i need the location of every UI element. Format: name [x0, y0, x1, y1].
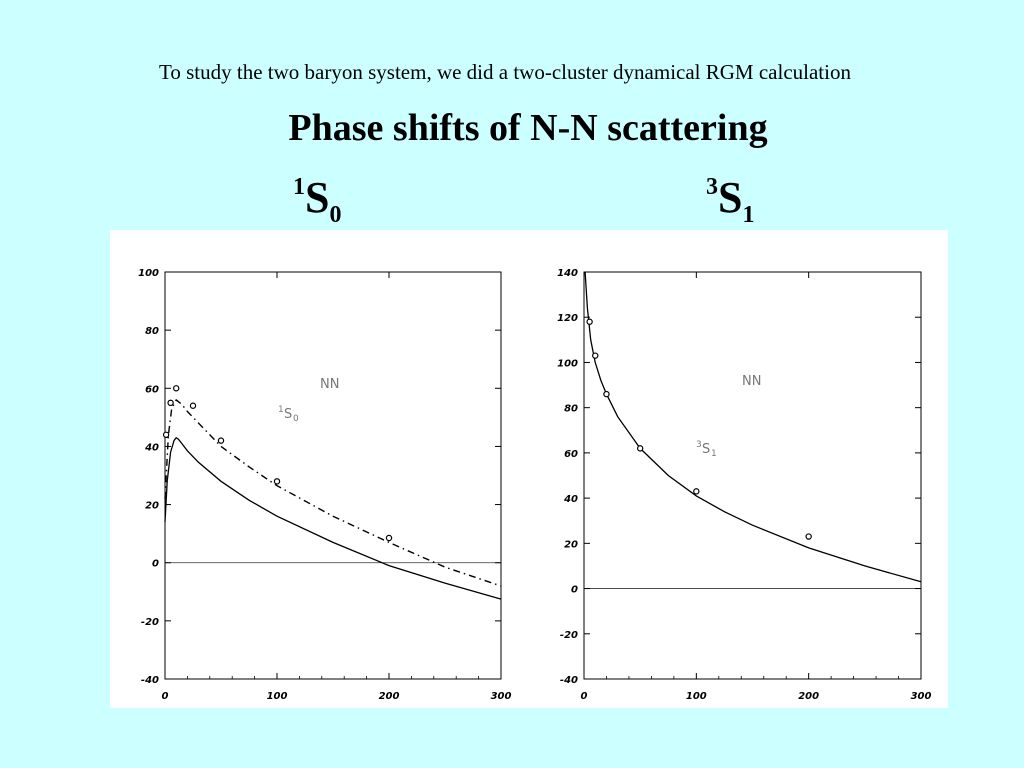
- chart2-data-point: [603, 390, 610, 398]
- chart1-y-tick-label: 60: [145, 384, 159, 395]
- chart2-data-point: [805, 533, 812, 540]
- chart1-annotation-main: S: [284, 407, 292, 422]
- chart1-frame: [164, 271, 502, 680]
- chart2-y-tick-label: 140: [557, 268, 578, 279]
- chart1-y-tick-label: 40: [144, 442, 159, 453]
- chart2-solid-curve: [584, 271, 922, 583]
- left-label-sub: 0: [329, 202, 342, 228]
- chart2-annotation-main: S: [702, 442, 710, 457]
- left-label-sup: 1: [293, 174, 305, 200]
- chart2-y-tick-label: 80: [564, 404, 578, 415]
- chart2-y-tick-label: 40: [563, 494, 578, 505]
- chart1-data-point: [189, 402, 197, 409]
- chart2-y-tick-label: -20: [560, 630, 578, 641]
- chart1-y-tick-label: 100: [138, 268, 159, 279]
- chart2-annotation-sup: 3: [696, 440, 702, 450]
- right-label-sup: 3: [706, 174, 718, 200]
- chart2-data-point: [592, 352, 599, 359]
- chart2-annotation-sub: 1: [711, 449, 717, 459]
- chart2-frame: [583, 271, 922, 680]
- chart1-y-tick-label: 80: [145, 326, 159, 337]
- chart1-x-tick-label: 100: [267, 691, 288, 702]
- chart2-x-tick-label: 100: [686, 691, 707, 702]
- chart2-y-tick-label: 0: [571, 585, 578, 596]
- intro-text: To study the two baryon system, we did a…: [159, 60, 851, 84]
- chart1-y-tick-label: 20: [145, 501, 159, 512]
- chart2-data-point: [693, 488, 700, 495]
- chart1-y-tick-label: -40: [141, 675, 159, 686]
- chart1-dashdot-curve: [164, 398, 502, 587]
- chart1-data-point: [162, 431, 170, 438]
- chart2-y-tick-label: 100: [557, 358, 578, 369]
- chart1-x-tick-label: 300: [491, 691, 512, 702]
- left-chart-label: 1S0: [293, 172, 341, 229]
- chart1-data-point: [273, 478, 281, 485]
- chart1-y-tick-label: 0: [152, 559, 159, 570]
- chart1-annotation-sup: 1: [278, 405, 284, 415]
- chart1-annotation-nn: NN: [320, 377, 339, 392]
- chart1-annotation-sub: 0: [293, 414, 299, 424]
- chart1-data-point: [385, 534, 393, 542]
- chart2-data-point: [636, 445, 644, 452]
- chart2-y-tick-label: -40: [560, 675, 578, 686]
- chart1-x-tick-label: 0: [162, 691, 169, 702]
- plot-area: -40 -20 0 20 40 60 80 100 0 100 200 300 NN 1 S 0 -40 -20 0…: [110, 230, 948, 708]
- chart1-solid-curve: [164, 436, 502, 600]
- right-label-sub: 1: [742, 202, 755, 228]
- chart2-y-tick-label: 20: [564, 539, 578, 550]
- chart2-data-point: [586, 318, 593, 325]
- chart2-x-tick-label: 200: [798, 691, 819, 702]
- right-chart-label: 3S1: [706, 172, 754, 229]
- chart2-y-tick-label: 60: [564, 449, 578, 460]
- slide-title: Phase shifts of N-N scattering: [288, 107, 768, 149]
- left-label-main: S: [305, 173, 330, 222]
- chart1-data-point: [167, 399, 174, 407]
- chart2-y-tick-label: 120: [557, 313, 578, 324]
- right-label-main: S: [718, 173, 743, 222]
- chart1-data-point: [172, 385, 180, 392]
- chart2-x-tick-label: 300: [911, 691, 932, 702]
- chart1-y-tick-label: -20: [141, 617, 159, 628]
- chart2-x-tick-label: 0: [581, 691, 588, 702]
- chart2-annotation-nn: NN: [742, 374, 761, 389]
- chart1-x-tick-label: 200: [379, 691, 400, 702]
- chart1-data-point: [217, 437, 225, 444]
